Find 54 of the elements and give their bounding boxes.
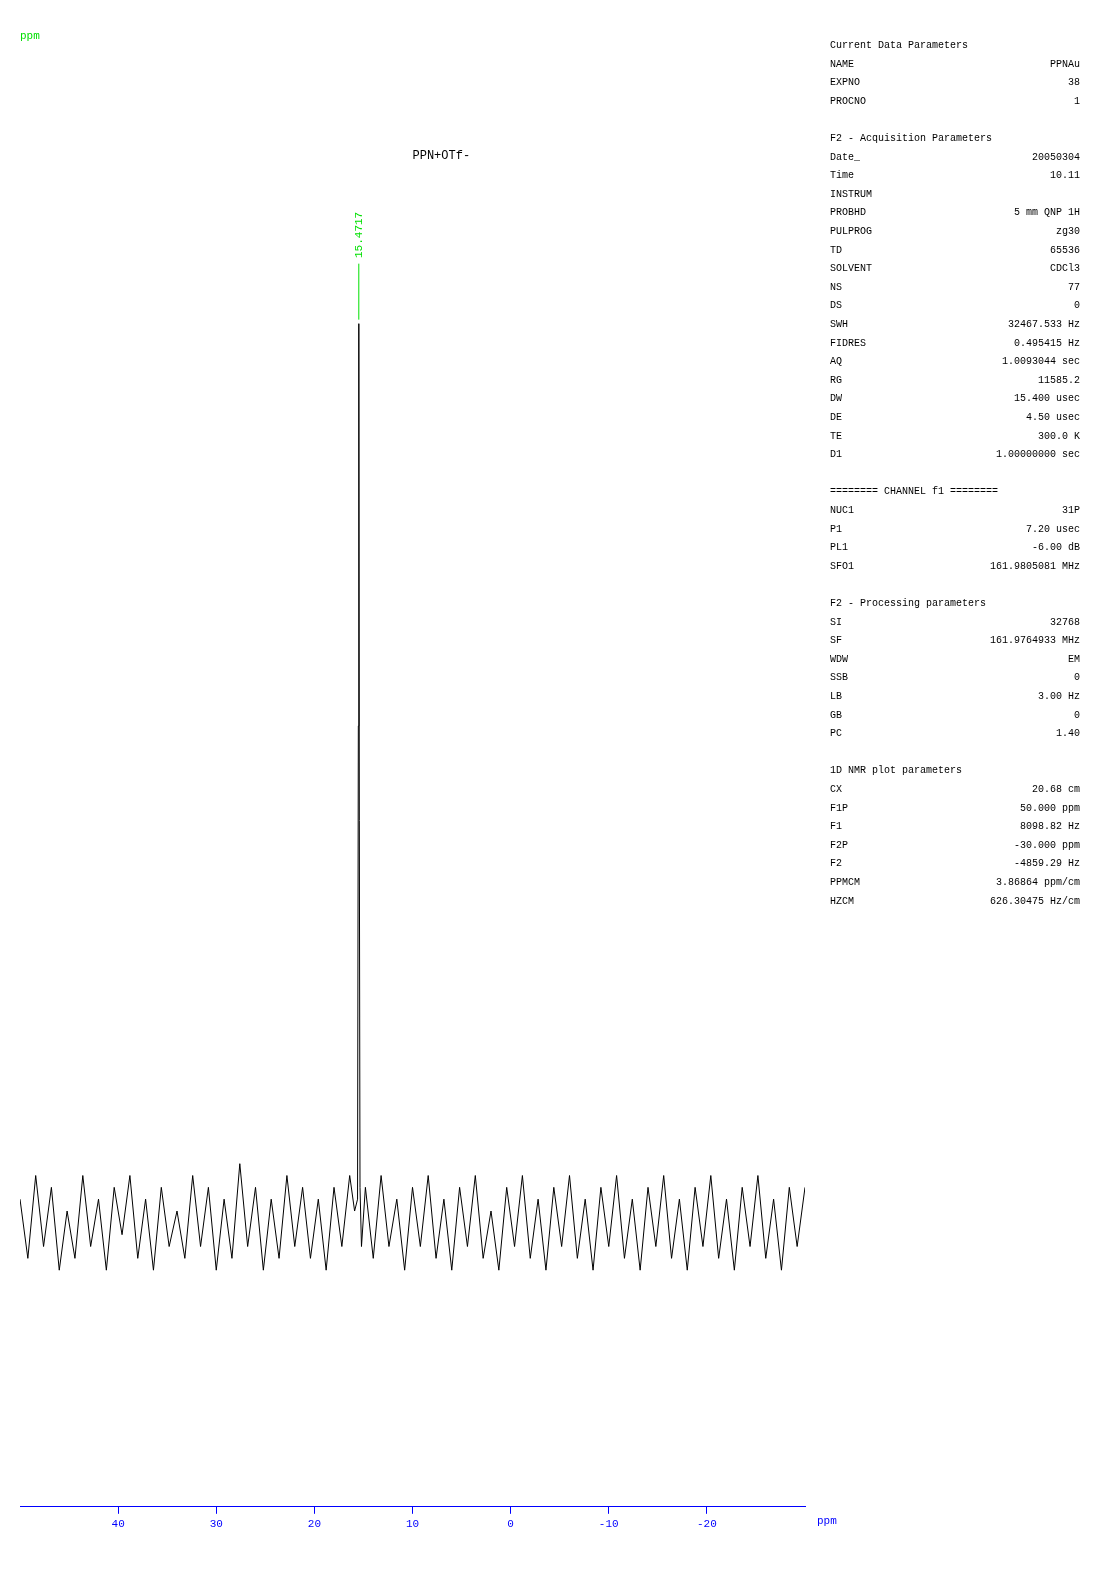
- chart-title: PPN+OTf-: [412, 149, 471, 163]
- text: PROBHD 5 mm QNP 1H: [830, 207, 1080, 219]
- text: PROCNO 1: [830, 95, 1080, 107]
- text: ppm: [20, 30, 40, 42]
- text: GB 0: [830, 709, 1080, 721]
- text: FIDRES 0.495415 Hz: [830, 337, 1080, 349]
- text: WDW EM: [830, 653, 1080, 665]
- text: SSB 0: [830, 672, 1080, 684]
- x-tick-label: 0: [507, 1518, 514, 1531]
- text: Date_ 20050304: [830, 151, 1080, 163]
- x-tick-label: 30: [209, 1518, 223, 1531]
- text: DS 0: [830, 300, 1080, 312]
- text: F1 8098.82 Hz: [830, 821, 1080, 833]
- text: ======== CHANNEL f1 ========: [830, 486, 999, 499]
- text: D1 1.00000000 sec: [830, 449, 1080, 461]
- text: PULPROG zg30: [830, 226, 1080, 237]
- text: F2 - Processing parameters: [830, 598, 987, 610]
- text: HZCM 626.30475 Hz/cm: [830, 895, 1080, 907]
- text: CX 20.68 cm: [830, 784, 1080, 795]
- text: SWH 32467.533 Hz: [830, 319, 1080, 330]
- text: 1D NMR plot parameters: [830, 765, 963, 778]
- text: INSTRUM: [830, 188, 873, 201]
- text: NUC1 31P: [830, 505, 1080, 516]
- text: F2P -30.000 ppm: [830, 839, 1080, 851]
- x-tick-label: 10: [405, 1518, 420, 1531]
- text: F1P 50.000 ppm: [830, 802, 1080, 814]
- text: SI 32768: [830, 616, 1080, 628]
- text: NAME PPNAu: [830, 58, 1080, 70]
- text: Time 10.11: [830, 170, 1080, 182]
- text: DE 4.50 usec: [830, 412, 1080, 423]
- text: SF 161.9764933 MHz: [830, 635, 1080, 647]
- text: PL1 -6.00 dB: [830, 542, 1080, 554]
- text: PC 1.40: [830, 728, 1080, 740]
- x-axis-title: ppm: [817, 1514, 837, 1527]
- x-tick-label: -20: [696, 1518, 717, 1531]
- text: LB 3.00 Hz: [830, 691, 1080, 702]
- annotation: 15.4717: [352, 211, 365, 258]
- text: RG 11585.2: [830, 374, 1080, 386]
- text: DW 15.400 usec: [830, 393, 1080, 405]
- text: PPMCM 3.86864 ppm/cm: [830, 877, 1080, 888]
- text: F2 -4859.29 Hz: [830, 858, 1080, 870]
- text: Current Data Parameters: [830, 40, 969, 52]
- text: EXPNO 38: [830, 77, 1080, 89]
- text: SFO1 161.9805081 MHz: [830, 560, 1080, 572]
- x-tick-label: -10: [598, 1518, 619, 1531]
- x-tick-label: 40: [111, 1518, 125, 1531]
- text: AQ 1.0093044 sec: [830, 356, 1080, 368]
- text: P1 7.20 usec: [830, 523, 1080, 535]
- x-tick-label: 20: [307, 1518, 321, 1531]
- text: NS 77: [830, 281, 1080, 293]
- text: F2 - Acquisition Parameters: [830, 133, 993, 145]
- text: SOLVENT CDCl3: [830, 263, 1080, 275]
- text: TE 300.0 K: [830, 430, 1080, 442]
- text: TD 65536: [830, 244, 1080, 256]
